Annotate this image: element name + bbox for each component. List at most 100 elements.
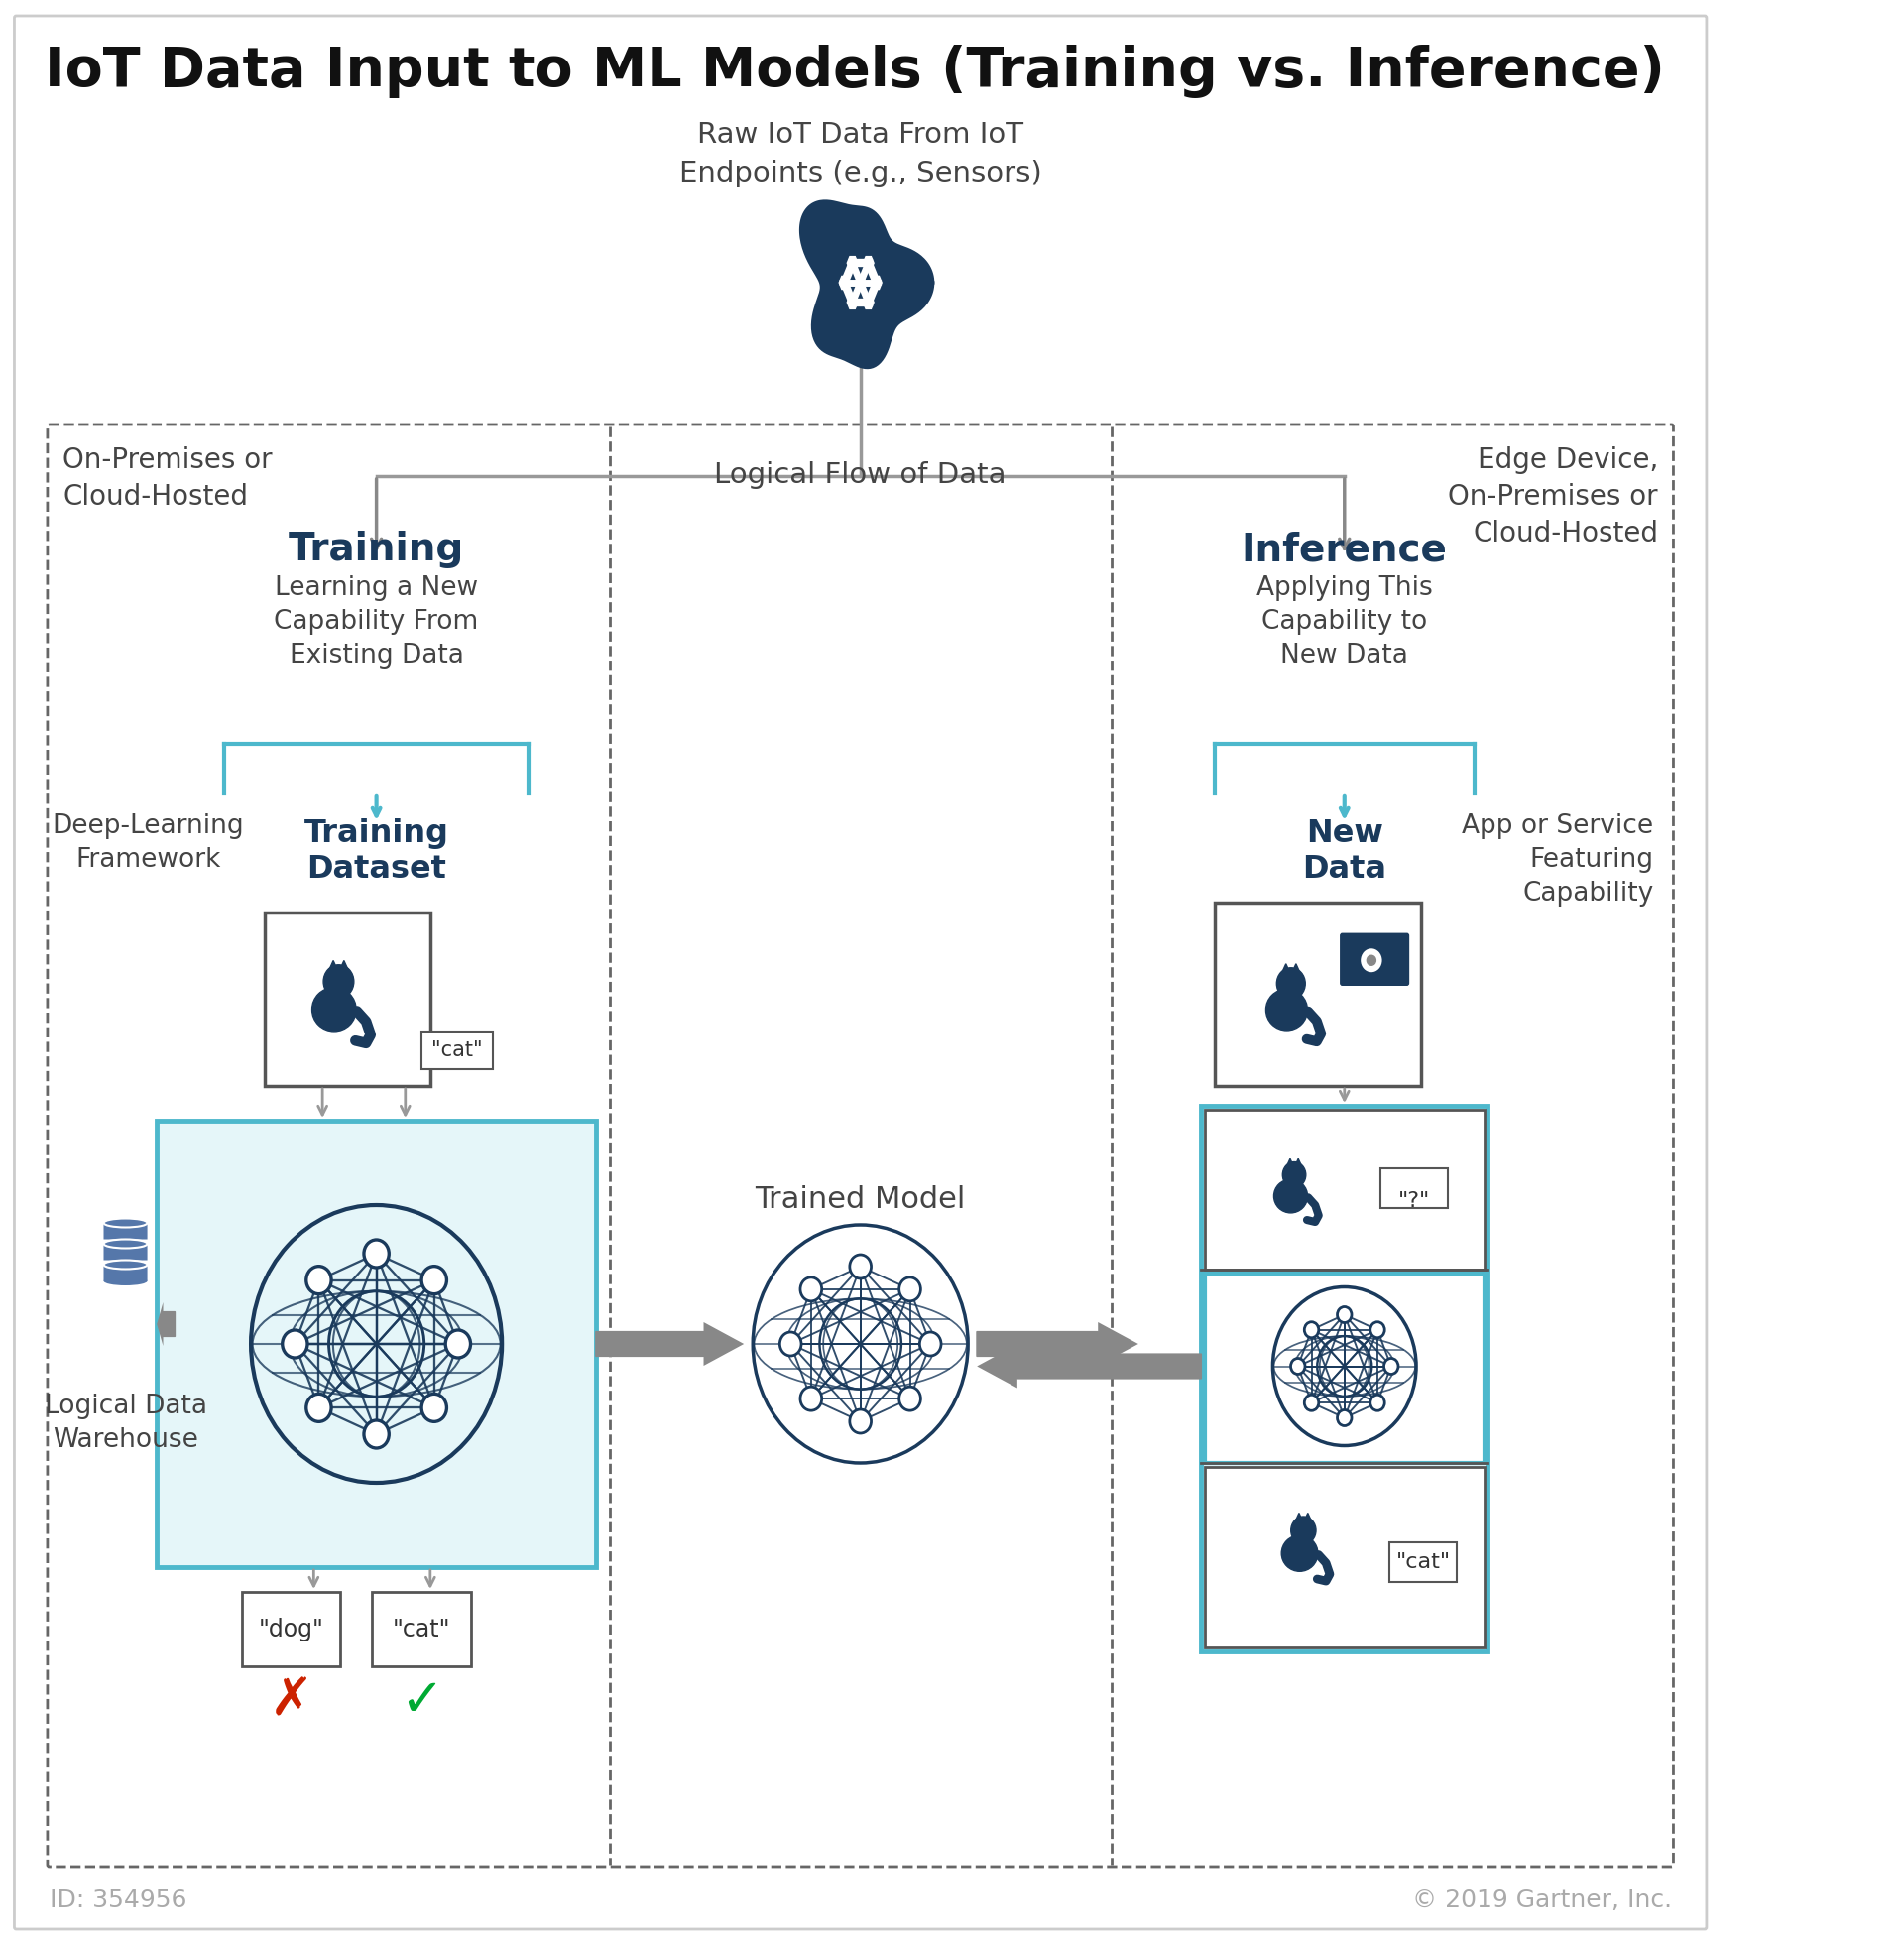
FancyBboxPatch shape <box>1215 902 1420 1085</box>
Circle shape <box>1337 1410 1352 1426</box>
Text: On-Premises or
Cloud-Hosted: On-Premises or Cloud-Hosted <box>63 445 272 512</box>
FancyBboxPatch shape <box>103 1223 147 1239</box>
FancyBboxPatch shape <box>242 1591 341 1667</box>
Text: ✗: ✗ <box>268 1675 314 1727</box>
Text: Logical Data
Warehouse: Logical Data Warehouse <box>44 1393 208 1453</box>
Polygon shape <box>855 276 866 290</box>
Text: "cat": "cat" <box>392 1618 449 1642</box>
Polygon shape <box>1287 1159 1293 1167</box>
Text: Learning a New
Capability From
Existing Data: Learning a New Capability From Existing … <box>274 576 478 669</box>
FancyBboxPatch shape <box>103 1264 147 1282</box>
Ellipse shape <box>103 1276 147 1286</box>
Text: IoT Data Input to ML Models (Training vs. Inference): IoT Data Input to ML Models (Training vs… <box>46 45 1666 97</box>
Circle shape <box>899 1278 922 1301</box>
Ellipse shape <box>1274 1179 1308 1214</box>
Text: © 2019 Gartner, Inc.: © 2019 Gartner, Inc. <box>1411 1889 1672 1912</box>
FancyBboxPatch shape <box>371 1591 470 1667</box>
Circle shape <box>446 1330 470 1358</box>
Text: ✓: ✓ <box>400 1675 444 1727</box>
FancyBboxPatch shape <box>1205 1467 1485 1647</box>
Text: Raw IoT Data From IoT
Endpoints (e.g., Sensors): Raw IoT Data From IoT Endpoints (e.g., S… <box>680 121 1041 187</box>
FancyBboxPatch shape <box>1205 1111 1485 1270</box>
Polygon shape <box>1281 965 1291 972</box>
Circle shape <box>899 1387 922 1410</box>
Polygon shape <box>977 1344 1017 1389</box>
Text: App or Service
Featuring
Capability: App or Service Featuring Capability <box>1462 813 1655 906</box>
Polygon shape <box>329 961 337 971</box>
Circle shape <box>1291 1358 1304 1375</box>
FancyBboxPatch shape <box>162 1311 175 1336</box>
Polygon shape <box>872 276 882 290</box>
Circle shape <box>307 1266 331 1293</box>
Text: Edge Device,
On-Premises or
Cloud-Hosted: Edge Device, On-Premises or Cloud-Hosted <box>1449 445 1658 547</box>
Text: Inference: Inference <box>1241 531 1447 568</box>
Circle shape <box>421 1266 447 1293</box>
FancyBboxPatch shape <box>1205 1274 1485 1463</box>
Circle shape <box>849 1410 872 1433</box>
Ellipse shape <box>103 1218 147 1227</box>
Circle shape <box>781 1332 802 1356</box>
Text: "cat": "cat" <box>432 1041 484 1060</box>
Polygon shape <box>840 276 849 290</box>
Text: Training: Training <box>289 531 465 568</box>
Circle shape <box>1371 1395 1384 1410</box>
Circle shape <box>1304 1323 1319 1338</box>
Circle shape <box>800 1387 823 1410</box>
Polygon shape <box>1291 965 1300 972</box>
FancyBboxPatch shape <box>265 912 430 1085</box>
FancyBboxPatch shape <box>1017 1354 1201 1379</box>
Polygon shape <box>1295 1513 1302 1521</box>
Polygon shape <box>802 202 933 368</box>
Ellipse shape <box>1266 990 1308 1031</box>
Polygon shape <box>1304 1513 1312 1521</box>
FancyBboxPatch shape <box>596 1330 704 1358</box>
Ellipse shape <box>103 1239 147 1249</box>
Text: Applying This
Capability to
New Data: Applying This Capability to New Data <box>1257 576 1432 669</box>
FancyBboxPatch shape <box>977 1330 1099 1358</box>
Circle shape <box>920 1332 941 1356</box>
Circle shape <box>324 965 354 998</box>
Text: "cat": "cat" <box>1396 1552 1451 1572</box>
FancyBboxPatch shape <box>103 1243 147 1260</box>
Circle shape <box>849 1255 872 1278</box>
Circle shape <box>364 1420 388 1449</box>
Polygon shape <box>863 296 874 309</box>
Polygon shape <box>847 257 859 270</box>
FancyBboxPatch shape <box>1201 1107 1487 1651</box>
Polygon shape <box>863 257 874 270</box>
FancyBboxPatch shape <box>156 1120 596 1568</box>
Text: Training
Dataset: Training Dataset <box>305 819 449 885</box>
Polygon shape <box>1099 1323 1139 1365</box>
Polygon shape <box>339 961 348 971</box>
Circle shape <box>1371 1323 1384 1338</box>
Text: Logical Flow of Data: Logical Flow of Data <box>714 461 1007 488</box>
Circle shape <box>1384 1358 1398 1375</box>
Ellipse shape <box>312 988 356 1031</box>
Ellipse shape <box>1281 1535 1318 1572</box>
Circle shape <box>307 1395 331 1422</box>
Polygon shape <box>704 1323 744 1365</box>
FancyBboxPatch shape <box>1380 1169 1447 1208</box>
Circle shape <box>1276 969 1306 1000</box>
Circle shape <box>421 1395 447 1422</box>
Polygon shape <box>156 1303 164 1346</box>
Circle shape <box>800 1278 823 1301</box>
Text: "?": "?" <box>1398 1190 1430 1210</box>
Circle shape <box>1304 1395 1319 1410</box>
Circle shape <box>364 1239 388 1268</box>
Text: New
Data: New Data <box>1302 819 1386 885</box>
Circle shape <box>282 1330 307 1358</box>
Text: Deep-Learning
Framework: Deep-Learning Framework <box>51 813 244 873</box>
Polygon shape <box>847 296 859 309</box>
Circle shape <box>1359 947 1382 972</box>
Text: "dog": "dog" <box>259 1618 324 1642</box>
Polygon shape <box>1295 1159 1302 1167</box>
Text: ID: 354956: ID: 354956 <box>50 1889 187 1912</box>
Circle shape <box>1291 1517 1316 1544</box>
FancyBboxPatch shape <box>1390 1542 1457 1581</box>
Circle shape <box>1337 1307 1352 1323</box>
Circle shape <box>1367 955 1377 965</box>
Ellipse shape <box>103 1260 147 1268</box>
FancyBboxPatch shape <box>421 1031 493 1070</box>
FancyBboxPatch shape <box>1340 934 1409 986</box>
